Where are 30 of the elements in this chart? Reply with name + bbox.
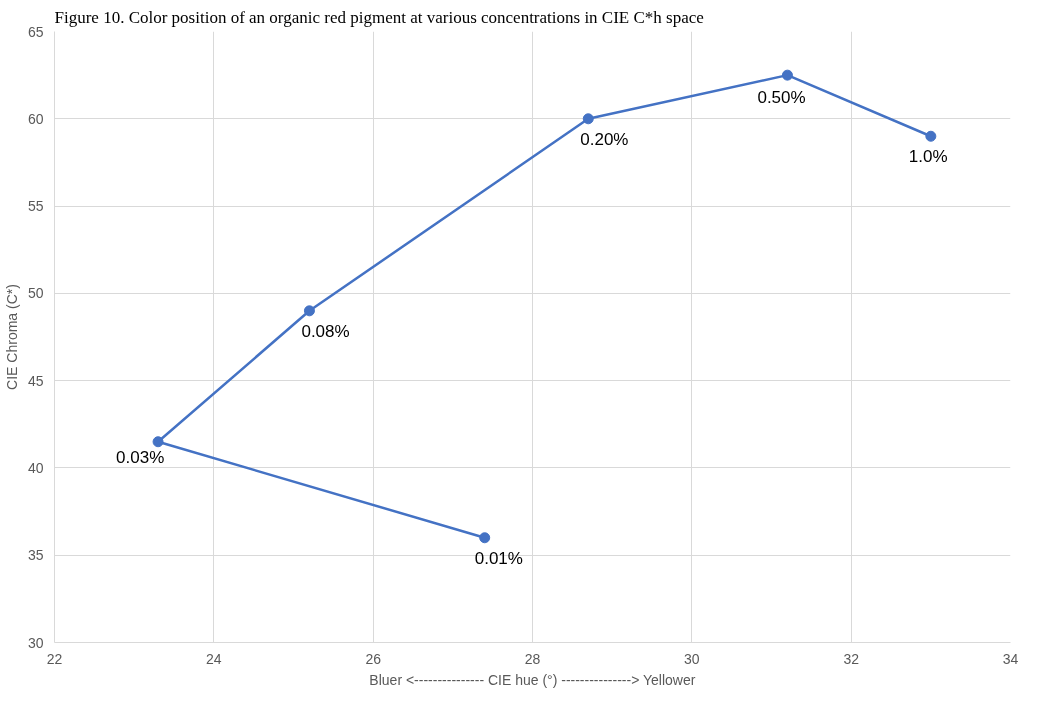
chart-title: Figure 10. Color position of an organic red pigment at various concentrations in CIE C*h space — [54, 7, 704, 27]
y-tick-label: 55 — [27, 198, 44, 215]
x-tick-label: 26 — [365, 650, 382, 667]
x-axis-title: Bluer <--------------- CIE hue (°) ---------------> Yellower — [369, 671, 696, 688]
x-tick-label: 30 — [684, 650, 700, 667]
point — [582, 113, 594, 125]
x-tick-label: 32 — [843, 650, 860, 667]
annotation: 0.50% — [757, 88, 806, 108]
annotation: 0.08% — [301, 321, 350, 341]
y-tick-label: 65 — [27, 23, 44, 40]
y-tick-label: 40 — [27, 459, 44, 476]
x-tick-label: 28 — [524, 650, 541, 667]
point — [152, 436, 164, 448]
annotation: 1.0% — [908, 147, 948, 167]
y-tick-label: 45 — [27, 372, 44, 389]
x-tick-label: 22 — [46, 650, 63, 667]
point — [303, 305, 315, 317]
annotation: 0.20% — [580, 129, 629, 149]
y-tick-label: 50 — [27, 285, 44, 302]
point — [479, 532, 491, 544]
annotation: 0.01% — [474, 548, 523, 568]
x-tick-label: 34 — [1002, 650, 1019, 667]
annotation: 0.03% — [116, 447, 165, 467]
y-tick-label: 30 — [27, 634, 44, 651]
y-axis-title: CIE Chroma (C*) — [3, 284, 20, 390]
point — [781, 69, 793, 81]
point — [925, 130, 937, 142]
x-tick-label: 24 — [206, 650, 222, 667]
y-tick-label: 60 — [27, 110, 44, 127]
y-tick-label: 35 — [27, 547, 44, 564]
